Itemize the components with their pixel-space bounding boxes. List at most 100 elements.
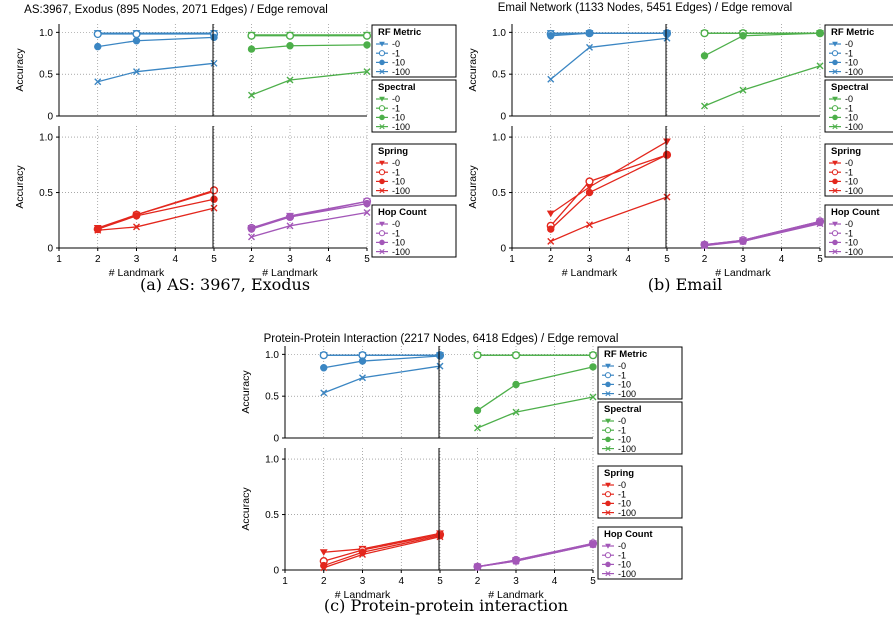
- cross-marker: [359, 550, 366, 558]
- series-spectral-100: [248, 68, 371, 99]
- legend-entry-label: -1: [618, 489, 626, 499]
- open-circle-marker: [378, 105, 386, 112]
- figure-1: AS:3967, Exodus (895 Nodes, 2071 Edges) …: [14, 4, 457, 294]
- x-tick-label: 2: [321, 576, 327, 587]
- x-tick-label: 5: [364, 254, 370, 265]
- filled-dot-marker: [379, 239, 385, 246]
- filled-dot-marker: [605, 561, 611, 568]
- series-spring-100: [320, 533, 444, 572]
- y-tick-label: 1.0: [492, 133, 506, 144]
- open-circle-marker: [588, 351, 598, 360]
- series-rf-100: [547, 34, 671, 83]
- legend-title: Spectral: [378, 82, 416, 93]
- cross-marker: [605, 445, 611, 452]
- open-circle-marker: [831, 105, 839, 112]
- legend-entry-label: -1: [618, 370, 626, 380]
- legend-spectral: Spectral-0-1-10-100: [597, 401, 683, 455]
- cross-marker: [379, 187, 385, 194]
- open-circle-marker: [831, 50, 839, 57]
- cross-marker: [320, 564, 328, 572]
- series-hop-1: [473, 539, 598, 571]
- series-line: [477, 542, 594, 568]
- triangle-marker: [832, 96, 838, 102]
- cross-marker: [286, 76, 294, 84]
- series-line: [251, 202, 368, 230]
- filled-dot-marker: [358, 357, 367, 365]
- legend-entry-label: -1: [845, 228, 853, 238]
- legend-entry-label: -0: [845, 39, 853, 49]
- y-tick-label: 0.5: [492, 70, 506, 81]
- filled-dot-marker: [589, 363, 597, 371]
- series-spring-10: [94, 195, 218, 233]
- legend-entry-label: -1: [392, 228, 400, 238]
- y-axis-label: Accuracy: [240, 487, 252, 531]
- series-line: [550, 196, 668, 242]
- filled-dot-marker: [832, 178, 838, 185]
- series-rf-10: [547, 29, 671, 40]
- triangle-marker: [832, 160, 838, 166]
- series-line: [97, 198, 215, 230]
- series-spectral-0: [247, 31, 371, 39]
- legend-rf: RF Metric-0-1-10-100: [824, 24, 893, 78]
- legend-box: [371, 79, 457, 133]
- triangle-marker: [379, 160, 385, 166]
- legend-entry-label: -100: [392, 247, 410, 257]
- cross-marker: [248, 233, 255, 241]
- legend-entry-label: -10: [392, 177, 405, 187]
- cross-marker: [359, 374, 366, 382]
- x-tick-label: 2: [702, 254, 708, 265]
- filled-dot-marker: [247, 45, 256, 53]
- legend-hop: Hop Count-0-1-10-100: [824, 204, 893, 258]
- y-tick-label: 0.5: [492, 188, 506, 199]
- legend-title: Spectral: [831, 82, 869, 93]
- filled-dot-marker: [363, 41, 371, 49]
- x-axis-label: # Landmark: [109, 267, 165, 279]
- series-rf-0: [93, 30, 218, 37]
- panel-top-left: 0 0.5 1.0 Accuracy: [240, 346, 445, 445]
- open-circle-marker: [319, 351, 328, 360]
- y-tick-label: 1.0: [39, 133, 53, 144]
- cross-marker: [605, 390, 611, 397]
- panel-bottom-right: 2 3 4 5 # Landmark: [438, 448, 598, 601]
- cross-marker: [605, 570, 611, 577]
- legend-spring: Spring-0-1-10-100: [597, 465, 683, 519]
- figure-2: Email Network (1133 Nodes, 5451 Edges) /…: [467, 2, 893, 294]
- series-line: [550, 37, 668, 80]
- legend-entry-label: -100: [845, 122, 863, 132]
- legend-entry-label: -0: [392, 158, 400, 168]
- legend-entry-label: -10: [618, 435, 631, 445]
- legend-box: [371, 24, 457, 78]
- legend-entry-label: -10: [845, 177, 858, 187]
- panel-top-left: 0 0.5 1.0 Accuracy: [467, 24, 672, 123]
- open-circle-marker: [247, 31, 256, 40]
- legend-entry-label: -10: [845, 113, 858, 123]
- x-tick-label: 5: [211, 254, 217, 265]
- y-axis-label: Accuracy: [467, 48, 479, 92]
- legend-rf: RF Metric-0-1-10-100: [597, 346, 683, 400]
- legend-entry-label: -10: [618, 499, 631, 509]
- cross-marker: [436, 362, 444, 370]
- y-tick-label: 0: [273, 566, 279, 577]
- filled-dot-marker: [210, 195, 218, 203]
- x-tick-label: 3: [513, 576, 519, 587]
- filled-dot-marker: [247, 225, 256, 233]
- x-tick-label: 3: [587, 254, 593, 265]
- cross-marker: [133, 223, 140, 231]
- cross-marker: [133, 68, 140, 76]
- x-tick-label: 4: [552, 576, 558, 587]
- open-circle-marker: [378, 230, 386, 237]
- filled-dot-marker: [320, 364, 328, 372]
- cross-marker: [739, 237, 747, 245]
- triangle-marker: [379, 96, 385, 102]
- legend-entry-label: -0: [618, 361, 626, 371]
- filled-dot-marker: [512, 380, 520, 389]
- triangle-marker: [546, 210, 555, 218]
- legend-entry-label: -10: [845, 238, 858, 248]
- series-hop-100: [474, 540, 597, 571]
- legend-title: Spring: [604, 468, 634, 479]
- legend-entry-label: -100: [392, 67, 410, 77]
- series-spectral-10: [700, 29, 824, 60]
- legend-entry-label: -10: [392, 238, 405, 248]
- legend-entry-label: -1: [845, 103, 853, 113]
- legend-title: Spectral: [604, 404, 642, 415]
